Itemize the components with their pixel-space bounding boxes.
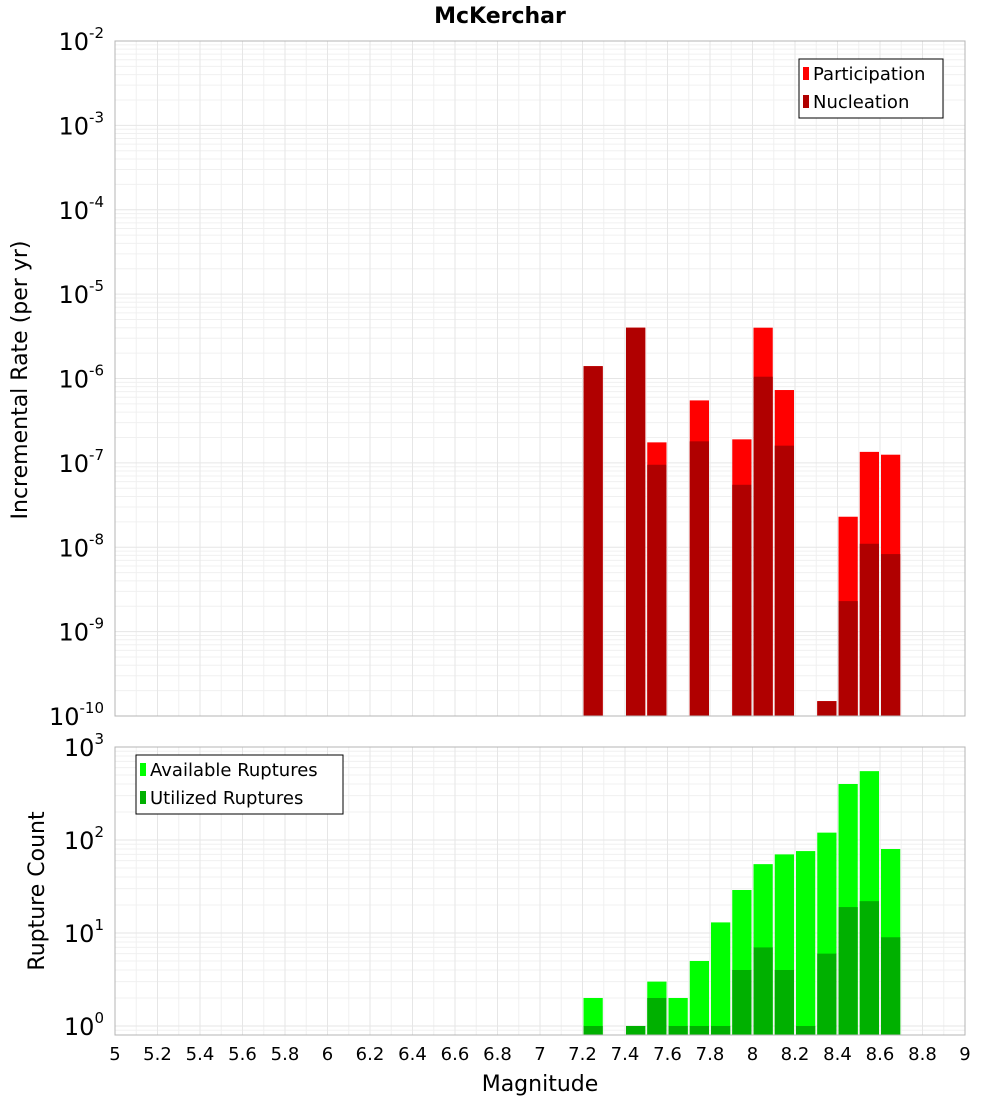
- x-axis-label: Magnitude: [482, 1072, 599, 1097]
- x-tick-label: 8.6: [866, 1044, 895, 1065]
- panel-1: 10-10 10-9 10-8 10-7 10-6 10-5 10-4 10-3 10-2 Inc…: [8, 24, 966, 731]
- x-tick-label: 7.6: [653, 1044, 682, 1065]
- y-tick-label: 10-3: [58, 108, 104, 140]
- y-tick-label: 10-4: [58, 193, 104, 225]
- y-tick-label: 101: [64, 916, 104, 948]
- plot-frame: [114, 746, 966, 1036]
- x-tick-label: 5: [109, 1044, 120, 1065]
- legend-entry: Participation: [813, 64, 925, 85]
- legend-entry: Utilized Ruptures: [150, 788, 303, 809]
- legend-swatch: [803, 67, 809, 80]
- bar-nucleation-4: [732, 484, 752, 716]
- legend: Participation Nucleation: [798, 58, 944, 119]
- bar-utilized-ruptures-5: [711, 1025, 731, 1035]
- bar-nucleation-7: [817, 701, 837, 716]
- bar-nucleation-6: [774, 445, 794, 716]
- x-tick-label: 6.2: [356, 1044, 385, 1065]
- y-axis-label: Rupture Count: [25, 811, 50, 971]
- bar-nucleation-3: [689, 441, 709, 716]
- bar-available-ruptures-4: [689, 960, 709, 1035]
- x-tick-label: 5.8: [271, 1044, 300, 1065]
- y-tick-label: 10-8: [58, 530, 104, 562]
- legend-swatch: [803, 95, 809, 108]
- bar-utilized-ruptures-10: [817, 953, 837, 1035]
- x-tick-label: 6: [322, 1044, 333, 1065]
- bar-utilized-ruptures-0: [583, 1025, 603, 1035]
- x-tick-label: 7.2: [568, 1044, 597, 1065]
- bar-utilized-ruptures-12: [859, 901, 879, 1035]
- bar-nucleation-10: [881, 554, 901, 716]
- x-tick-label: 6.6: [441, 1044, 470, 1065]
- legend-entry: Nucleation: [813, 92, 909, 113]
- y-tick-label: 10-10: [49, 699, 104, 731]
- x-tick-label: 8.2: [781, 1044, 810, 1065]
- legend-entry: Available Ruptures: [150, 760, 318, 781]
- plot-frame: [114, 40, 966, 717]
- legend: Available Ruptures Utilized Ruptures: [135, 754, 344, 815]
- chart-title: McKerchar: [434, 4, 566, 29]
- y-tick-label: 10-5: [58, 277, 104, 309]
- bar-utilized-ruptures-7: [753, 947, 773, 1035]
- x-tick-label: 7.8: [696, 1044, 725, 1065]
- y-axis-label: Incremental Rate (per yr): [8, 241, 33, 520]
- x-tick-label: 6.8: [483, 1044, 512, 1065]
- y-tick-label: 10-7: [58, 446, 104, 478]
- x-tick-label: 5.6: [228, 1044, 257, 1065]
- y-tick-label: 10-6: [58, 362, 104, 394]
- x-tick-label: 9: [959, 1044, 970, 1065]
- y-tick-label: 10-9: [58, 615, 104, 647]
- bar-utilized-ruptures-9: [796, 1025, 816, 1035]
- bar-available-ruptures-9: [796, 851, 816, 1035]
- bar-nucleation-5: [753, 376, 773, 716]
- y-tick-label: 103: [64, 730, 104, 762]
- y-tick-label: 10-2: [58, 24, 104, 56]
- bar-available-ruptures-3: [668, 997, 688, 1035]
- bar-available-ruptures-5: [711, 922, 731, 1035]
- bar-utilized-ruptures-3: [668, 1025, 688, 1035]
- bar-utilized-ruptures-8: [774, 969, 794, 1035]
- y-tick-label: 102: [64, 823, 104, 855]
- bar-nucleation-2: [647, 464, 667, 716]
- legend-box: [798, 58, 944, 119]
- bar-nucleation-1: [626, 327, 646, 716]
- bar-nucleation-9: [859, 543, 879, 716]
- x-tick-label: 6.4: [398, 1044, 427, 1065]
- bar-utilized-ruptures-11: [838, 907, 858, 1035]
- x-tick-label: 7: [534, 1044, 545, 1065]
- x-tick-label: 8.8: [908, 1044, 937, 1065]
- bar-utilized-ruptures-4: [689, 1025, 709, 1035]
- x-tick-label: 8.4: [823, 1044, 852, 1065]
- bar-nucleation-0: [583, 366, 603, 716]
- bar-utilized-ruptures-6: [732, 969, 752, 1035]
- bar-utilized-ruptures-13: [881, 937, 901, 1035]
- x-tick-label: 8: [747, 1044, 758, 1065]
- bar-utilized-ruptures-2: [647, 997, 667, 1035]
- legend-box: [135, 754, 344, 815]
- y-tick-label: 100: [64, 1009, 104, 1041]
- panel-2: 100 101 102 103 Rupture Count Available Ruptu…: [25, 730, 966, 1041]
- bar-utilized-ruptures-1: [626, 1025, 646, 1035]
- x-tick-label: 5.4: [186, 1044, 215, 1065]
- bar-available-ruptures-0: [583, 997, 603, 1035]
- legend-swatch: [140, 763, 146, 776]
- x-tick-label: 5.2: [143, 1044, 172, 1065]
- bar-nucleation-8: [838, 601, 858, 716]
- x-tick-label: 7.4: [611, 1044, 640, 1065]
- legend-swatch: [140, 791, 146, 804]
